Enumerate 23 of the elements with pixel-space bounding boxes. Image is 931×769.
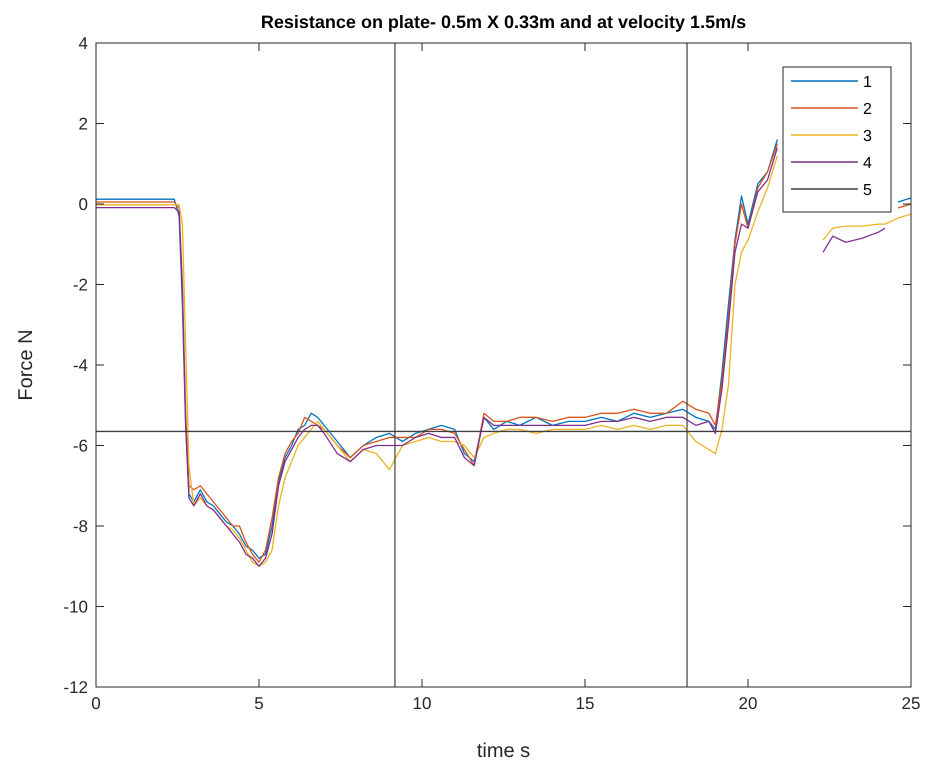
y-tick-label: -8 bbox=[72, 517, 88, 536]
y-tick-label: 2 bbox=[78, 114, 88, 134]
y-tick-label: -10 bbox=[63, 598, 88, 616]
legend-label: 2 bbox=[863, 101, 872, 118]
y-tick-label: -6 bbox=[72, 436, 88, 456]
x-tick-label: 5 bbox=[254, 694, 264, 713]
legend-label: 1 bbox=[863, 74, 872, 91]
chart-title: Resistance on plate- 0.5m X 0.33m and at velocity 1.5m/s bbox=[260, 12, 746, 32]
y-tick-label: -4 bbox=[72, 356, 88, 375]
x-axis-title: time s bbox=[476, 740, 530, 762]
legend-label: 4 bbox=[863, 155, 872, 172]
x-tick-label: 10 bbox=[412, 694, 432, 713]
legend-label: 5 bbox=[863, 182, 872, 199]
legend-label: 3 bbox=[863, 128, 872, 145]
x-tick-label: 20 bbox=[738, 694, 758, 713]
y-axis-title: Force N bbox=[15, 329, 37, 401]
x-tick-label: 25 bbox=[902, 694, 920, 713]
x-tick-label: 15 bbox=[576, 694, 594, 713]
y-tick-label: 0 bbox=[78, 195, 88, 214]
y-tick-label: -2 bbox=[72, 276, 88, 294]
x-tick-label: 0 bbox=[91, 694, 101, 713]
y-tick-label: 4 bbox=[78, 34, 88, 53]
y-tick-label: -12 bbox=[63, 678, 88, 697]
